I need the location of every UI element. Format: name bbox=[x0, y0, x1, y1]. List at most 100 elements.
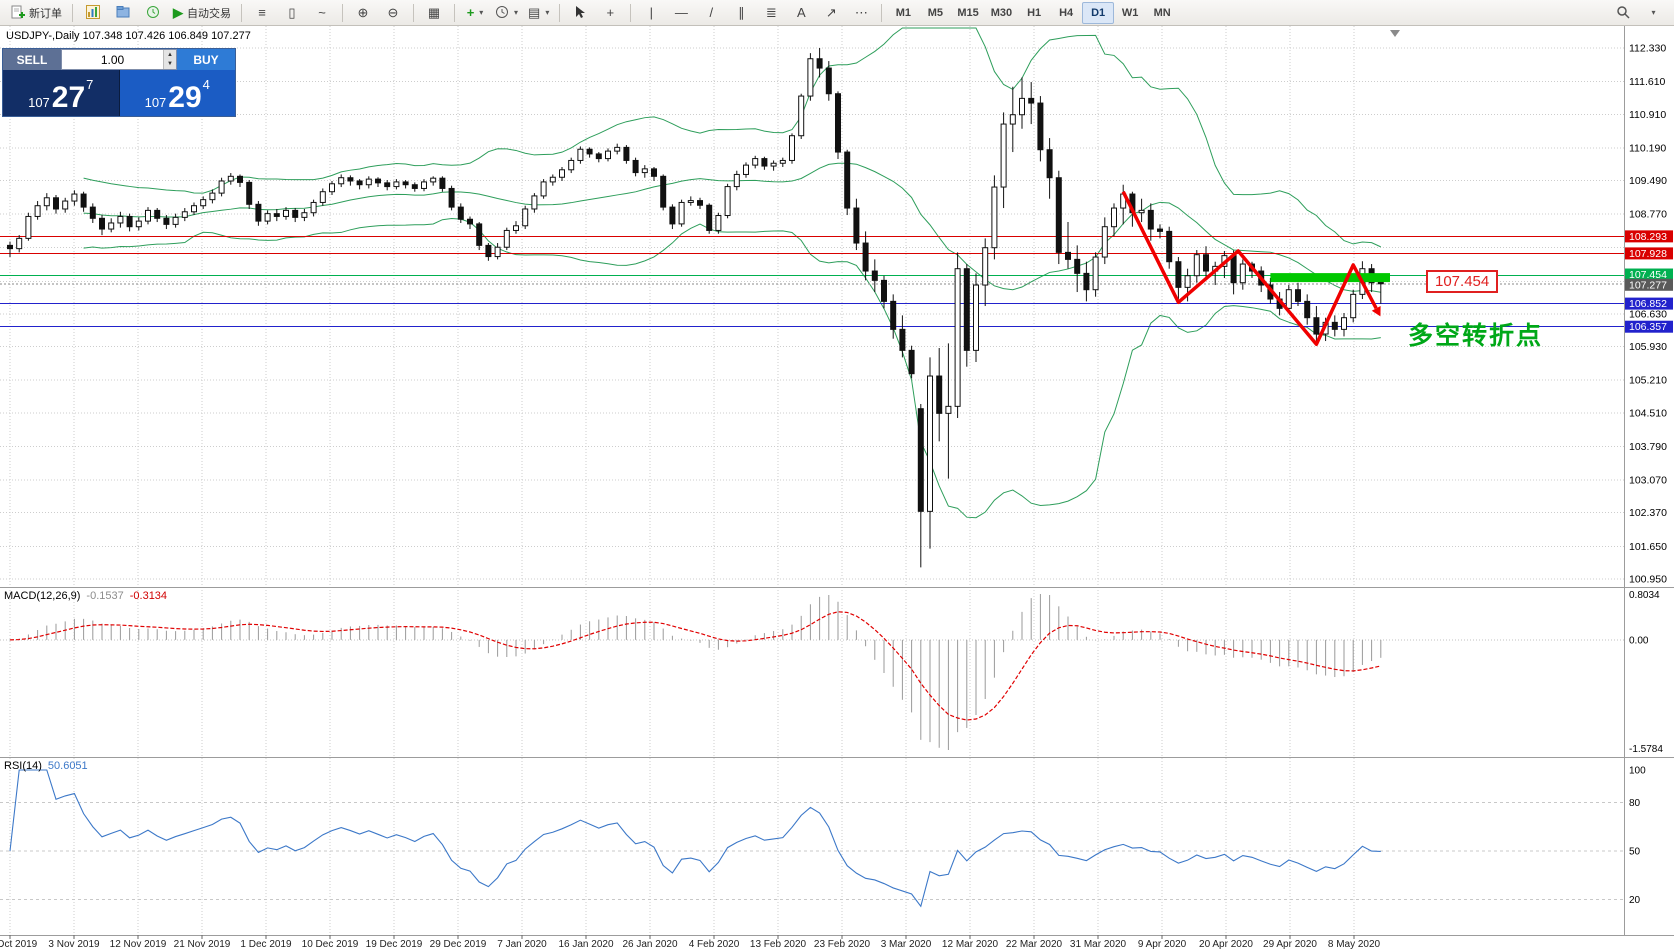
buy-button[interactable]: BUY bbox=[177, 49, 235, 70]
rsi-value: 50.6051 bbox=[47, 760, 88, 772]
svg-text:9 Apr 2020: 9 Apr 2020 bbox=[1138, 939, 1187, 949]
candlesticks bbox=[7, 48, 1384, 568]
candlestick-chart-button[interactable]: ▯ bbox=[277, 2, 307, 24]
svg-text:21 Nov 2019: 21 Nov 2019 bbox=[174, 939, 231, 949]
macd-label: MACD(12,26,9) -0.1537 -0.3134 bbox=[4, 590, 167, 602]
svg-text:7 Jan 2020: 7 Jan 2020 bbox=[497, 939, 547, 949]
turning-point-annotation[interactable]: 多空转折点 bbox=[1408, 322, 1544, 350]
svg-text:12 Nov 2019: 12 Nov 2019 bbox=[110, 939, 167, 949]
sell-price[interactable]: 107 27 7 bbox=[3, 70, 119, 116]
svg-text:0.00: 0.00 bbox=[1629, 635, 1649, 646]
bar-chart-icon: ≡ bbox=[258, 5, 266, 20]
toolbar-separator bbox=[559, 3, 561, 22]
more-tools-button[interactable]: ⋯ bbox=[846, 2, 876, 24]
alerts-button[interactable] bbox=[138, 2, 168, 24]
volume-down-button[interactable]: ▼ bbox=[163, 59, 176, 69]
line-chart-button[interactable]: ~ bbox=[307, 2, 337, 24]
sell-button[interactable]: SELL bbox=[3, 49, 61, 70]
indicators-button[interactable]: + ▾ bbox=[460, 2, 490, 24]
timeframe-h1[interactable]: H1 bbox=[1027, 6, 1042, 19]
templates-icon: ▤ bbox=[528, 5, 541, 20]
arrows-tool-button[interactable]: ↗ bbox=[816, 2, 846, 24]
timeframe-m15[interactable]: M15 bbox=[957, 6, 979, 19]
toolbar-separator bbox=[342, 3, 343, 22]
horizontal-lines[interactable] bbox=[0, 235, 1624, 328]
svg-text:101.650: 101.650 bbox=[1629, 541, 1667, 553]
svg-text:16 Jan 2020: 16 Jan 2020 bbox=[558, 939, 613, 949]
cursor-button[interactable] bbox=[565, 2, 595, 24]
price-level-callout[interactable]: 107.454 bbox=[1426, 270, 1499, 293]
line-chart-icon: ~ bbox=[318, 5, 326, 20]
svg-text:112.330: 112.330 bbox=[1629, 43, 1666, 55]
timeframe-mn[interactable]: MN bbox=[1153, 6, 1171, 19]
text-tool-button[interactable]: A bbox=[786, 2, 816, 24]
svg-text:106.852: 106.852 bbox=[1629, 298, 1667, 310]
macd-title: MACD(12,26,9) bbox=[4, 590, 81, 602]
charts-button[interactable] bbox=[78, 2, 108, 24]
new-order-button[interactable]: 新订单 bbox=[6, 2, 67, 24]
svg-text:104.510: 104.510 bbox=[1629, 407, 1667, 419]
svg-text:110.910: 110.910 bbox=[1629, 109, 1666, 121]
svg-text:31 Oct 2019: 31 Oct 2019 bbox=[0, 939, 38, 949]
autotrading-button[interactable]: ▶ 自动交易 bbox=[168, 2, 236, 24]
svg-text:107.277: 107.277 bbox=[1629, 279, 1667, 291]
zoom-out-button[interactable]: ⊖ bbox=[378, 2, 408, 24]
autotrading-label: 自动交易 bbox=[187, 7, 231, 20]
search-button[interactable] bbox=[1608, 2, 1638, 24]
svg-text:108.770: 108.770 bbox=[1629, 209, 1667, 221]
volume-input[interactable] bbox=[62, 50, 163, 69]
timeframe-h4[interactable]: H4 bbox=[1059, 6, 1074, 19]
periods-button[interactable]: ▾ bbox=[490, 2, 523, 24]
bar-chart-button[interactable]: ≡ bbox=[247, 2, 277, 24]
autotrading-icon: ▶ bbox=[173, 5, 183, 20]
zoom-in-button[interactable]: ⊕ bbox=[348, 2, 378, 24]
horizontal-line-icon: — bbox=[674, 5, 688, 20]
svg-text:31 Mar 2020: 31 Mar 2020 bbox=[1070, 939, 1127, 949]
indicators-icon: + bbox=[466, 5, 475, 20]
buy-price-prefix: 107 bbox=[144, 95, 167, 110]
svg-text:109.490: 109.490 bbox=[1629, 175, 1667, 187]
svg-text:-1.5784: -1.5784 bbox=[1629, 744, 1663, 755]
tile-windows-button[interactable]: ▦ bbox=[419, 2, 449, 24]
timeframe-m1[interactable]: M1 bbox=[895, 6, 911, 19]
toolbar-separator bbox=[241, 3, 242, 22]
highlight-bar[interactable] bbox=[1270, 273, 1390, 283]
volume-up-button[interactable]: ▲ bbox=[163, 50, 176, 60]
vertical-line-icon: | bbox=[649, 5, 654, 20]
templates-button[interactable]: ▤ ▾ bbox=[523, 2, 554, 24]
fibonacci-button[interactable]: ≣ bbox=[756, 2, 786, 24]
timeframe-m5[interactable]: M5 bbox=[927, 6, 943, 19]
toolbar-right-group: ▾ bbox=[1608, 2, 1668, 24]
date-axis[interactable]: 31 Oct 2019 3 Nov 2019 12 Nov 2019 21 Nov 2… bbox=[0, 935, 1381, 949]
text-tool-icon: A bbox=[796, 5, 806, 20]
timeframe-w1[interactable]: W1 bbox=[1121, 6, 1139, 19]
new-order-icon bbox=[11, 5, 25, 21]
buy-price[interactable]: 107 29 4 bbox=[118, 70, 235, 116]
svg-text:108.293: 108.293 bbox=[1629, 231, 1667, 243]
horizontal-line-button[interactable]: — bbox=[666, 2, 696, 24]
trendline-button[interactable]: / bbox=[696, 2, 726, 24]
bollinger-bands bbox=[83, 27, 1382, 519]
toolbar-separator bbox=[413, 3, 414, 22]
vertical-line-button[interactable]: | bbox=[636, 2, 666, 24]
zoom-in-icon: ⊕ bbox=[357, 5, 369, 20]
crosshair-button[interactable]: + bbox=[595, 2, 625, 24]
timeframe-group: M1 M5 M15 M30 H1 H4 D1 W1 MN bbox=[887, 1, 1178, 24]
timeframe-m30[interactable]: M30 bbox=[990, 6, 1013, 19]
volume-stepper: ▲ ▼ bbox=[163, 50, 176, 69]
timeframe-d1[interactable]: D1 bbox=[1082, 1, 1115, 24]
periods-icon bbox=[495, 5, 509, 21]
svg-text:4 Feb 2020: 4 Feb 2020 bbox=[689, 939, 740, 949]
channel-button[interactable]: ∥ bbox=[726, 2, 756, 24]
toolbar-overflow-button[interactable]: ▾ bbox=[1638, 2, 1668, 24]
svg-text:102.370: 102.370 bbox=[1629, 507, 1667, 519]
macd-value: -0.1537 bbox=[86, 590, 124, 602]
zigzag-annotation[interactable] bbox=[1121, 190, 1381, 347]
svg-text:10 Dec 2019: 10 Dec 2019 bbox=[302, 939, 359, 949]
sell-price-prefix: 107 bbox=[28, 95, 50, 110]
price-scale: 112.330 111.610 110.910 110.190 109.490 108.7… bbox=[1625, 43, 1673, 906]
profiles-button[interactable] bbox=[108, 2, 138, 24]
svg-text:29 Apr 2020: 29 Apr 2020 bbox=[1263, 939, 1317, 949]
svg-text:106.357: 106.357 bbox=[1629, 321, 1667, 333]
